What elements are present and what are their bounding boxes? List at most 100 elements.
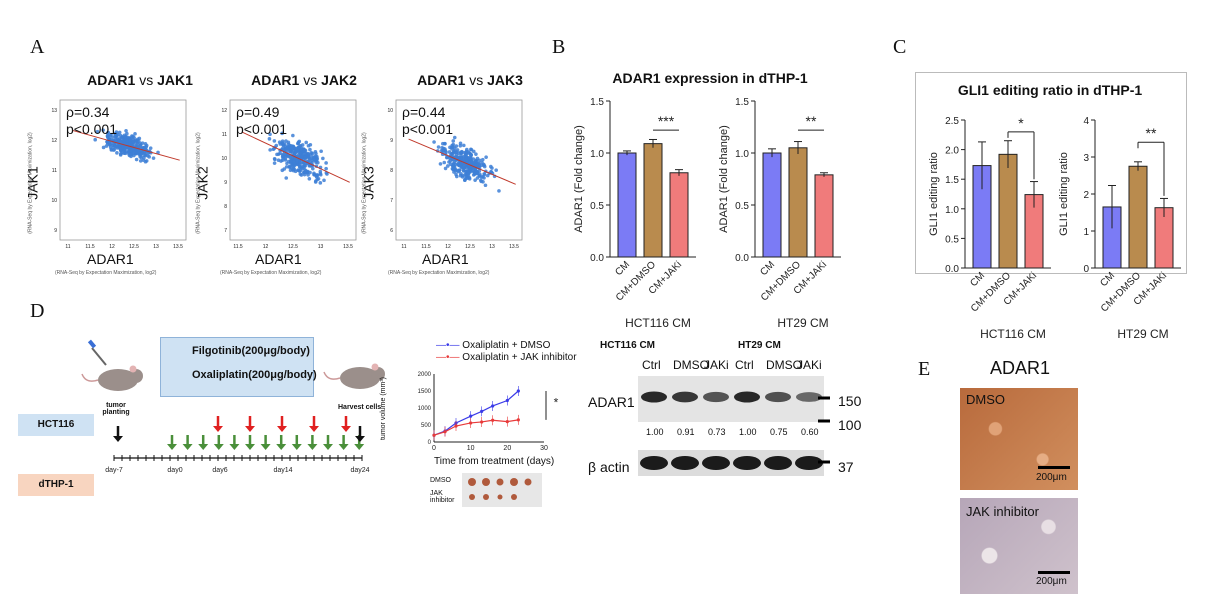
scatter-2-point — [314, 174, 319, 179]
scatter-1-point — [133, 132, 137, 136]
scatter-1-xsub: (RNA-Seq by Expectation Maximization, lo… — [55, 270, 157, 276]
scatter-2-point — [274, 143, 279, 148]
line-point — [480, 420, 484, 424]
scatter-3-xtick: 11.5 — [421, 244, 431, 250]
scatter-2-point — [324, 166, 328, 171]
scatter-3-point — [480, 160, 484, 165]
scatter-1-frame — [59, 99, 187, 241]
b-hct116-sig: *** — [658, 113, 675, 129]
scatter-2-point — [311, 155, 316, 159]
scatter-1-point — [106, 134, 110, 138]
tumor-jak-2 — [483, 494, 489, 500]
scatter-3-point — [443, 147, 447, 151]
b-ht29-bar — [814, 174, 834, 258]
scatter-1-xtick: 12 — [109, 244, 115, 250]
scatter-3-xtick: 11 — [401, 244, 406, 250]
scatter-3-xtick: 12 — [445, 244, 451, 250]
scatter-2: ADAR1 vs JAK2 — [224, 72, 384, 88]
b-ht29-ylabel: ADAR1 (Fold change) — [718, 125, 730, 233]
c-hct116-ytick: 0.0 — [945, 264, 959, 275]
scatter-2-point — [307, 176, 312, 181]
filgotinib-arrow-head — [291, 444, 302, 450]
scatter-3-point — [497, 189, 501, 193]
tumor-photo — [462, 473, 542, 507]
blot-lane-label: JAKi — [797, 358, 822, 372]
scatter-3-point — [471, 149, 476, 154]
scatter-2-point — [314, 151, 318, 156]
scatter-3-point — [474, 152, 478, 156]
ihc-jak-image — [960, 498, 1078, 594]
filgotinib-arrow-head — [276, 444, 287, 450]
scatter-1-regression — [72, 129, 180, 161]
mw-100: 100 — [838, 417, 862, 433]
blot-adar1-band — [765, 391, 791, 403]
blot-quant-value: 0.73 — [708, 427, 726, 437]
scatter-3-point — [454, 144, 459, 148]
scatter-3-ysub: (RNA-Seq by Expectation Maximization, lo… — [361, 132, 368, 234]
b-ht29-ytick: 1.5 — [735, 97, 749, 108]
b-hct116-ylabel: ADAR1 (Fold change) — [573, 125, 585, 233]
blot-quant-value: 0.75 — [770, 427, 788, 437]
filgotinib-arrow-head — [354, 444, 365, 450]
scatter-1-xtick: 13 — [153, 244, 159, 250]
scatter-3-p: p<0.001 — [402, 121, 453, 137]
scatter-1-point — [123, 135, 128, 139]
scatter-3-point — [474, 171, 479, 176]
scatter-2-point — [272, 139, 277, 143]
blot-actin-band — [795, 456, 823, 470]
scatter-1-point — [156, 150, 160, 155]
scatter-3-point — [453, 150, 458, 155]
blot-lane-label: Ctrl — [642, 358, 661, 372]
harvest-arrow-head — [355, 436, 365, 442]
line-ytick: 500 — [421, 423, 432, 429]
scale-label-2: 200μm — [1036, 576, 1067, 587]
c-hct116-ylabel: GLI1 editing ratio — [928, 152, 940, 236]
b-hct116-xtick: CM — [613, 259, 632, 278]
scatter-3-point — [457, 163, 462, 168]
scatter-1-point — [128, 137, 133, 142]
harvest-label: Harvest cells — [338, 404, 382, 411]
scatter-1-point — [105, 131, 110, 135]
scatter-2-point — [302, 163, 307, 168]
scatter-1-point — [147, 155, 151, 159]
scatter-3-point — [443, 141, 447, 146]
scatter-2-point — [272, 157, 277, 161]
scatter-1-point — [101, 145, 106, 150]
scatter-2-point — [282, 167, 287, 171]
scatter-2-point — [300, 143, 305, 147]
line-point — [491, 418, 495, 422]
line-point — [469, 414, 473, 418]
scatter-3: ADAR1 vs JAK3 — [390, 72, 550, 88]
scatter-1-xlabel: ADAR1 — [87, 251, 134, 267]
scatter-1-point — [140, 146, 145, 150]
scatter-3-point — [479, 179, 484, 184]
scatter-1-point — [101, 128, 105, 132]
blot-protein-actin: β actin — [588, 459, 630, 475]
line-ylabel: tumor volume (mm³) — [380, 376, 388, 441]
mouse-right-head — [371, 367, 385, 381]
panel-label-c: C — [893, 36, 907, 58]
scatter-2-point — [281, 156, 285, 160]
line-point — [491, 404, 495, 408]
scatter-1-point — [118, 146, 122, 151]
line-xtick: 0 — [432, 445, 436, 452]
blot-group-2: HT29 CM — [738, 340, 781, 351]
blot-group-1: HCT116 CM — [600, 340, 656, 351]
scatter-2-point — [308, 157, 312, 162]
scatter-svg: 11 11.5 12 12.5 13 13.5 9 10 11 12 13 11.5 12 12.5 13 1… — [51, 99, 523, 250]
tumor-photo-jak: JAK inhibitor — [430, 490, 455, 504]
scatter-3-point — [466, 171, 471, 176]
mouse-left-tail — [81, 373, 99, 382]
scatter-3-point — [444, 155, 449, 160]
scatter-2-point — [296, 145, 301, 150]
oxaliplatin-arrow-head — [309, 426, 319, 432]
scatter-2-point — [298, 161, 302, 165]
line-legend-jak-label: Oxaliplatin + JAK inhibitor — [462, 352, 577, 363]
scatter-2-point — [292, 146, 296, 150]
scatter-1-point — [137, 153, 142, 157]
tumor-jak-1 — [469, 494, 475, 500]
scatter-3-point — [455, 148, 460, 152]
blot-quant-value: 1.00 — [646, 427, 664, 437]
line-legend-dmso-label: Oxaliplatin + DMSO — [462, 340, 551, 351]
blot-adar1-band — [703, 391, 729, 403]
